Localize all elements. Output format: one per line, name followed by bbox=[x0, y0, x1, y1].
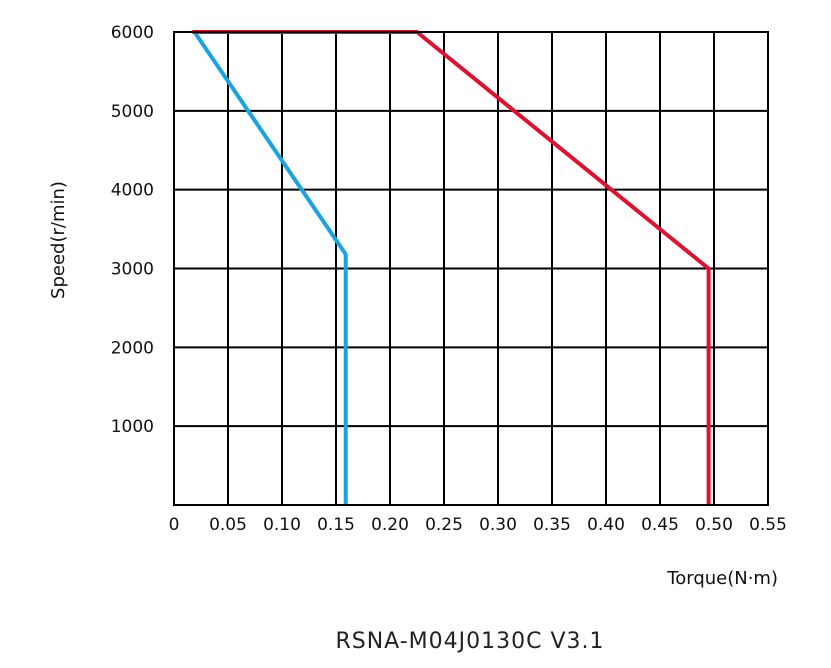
x-tick-label: 0.55 bbox=[749, 515, 787, 535]
x-tick-label: 0.25 bbox=[425, 515, 463, 535]
x-tick-label: 0.10 bbox=[263, 515, 301, 535]
x-tick-labels: 0 0.05 0.10 0.15 0.20 0.25 0.30 0.35 0.40 0.45 0.5… bbox=[169, 515, 787, 535]
x-tick-label: 0.05 bbox=[209, 515, 247, 535]
x-tick-label: 0.35 bbox=[533, 515, 571, 535]
x-tick-label: 0 bbox=[169, 515, 180, 535]
y-tick-label: 2000 bbox=[111, 338, 154, 358]
x-tick-label: 0.15 bbox=[317, 515, 355, 535]
x-tick-label: 0.30 bbox=[479, 515, 517, 535]
x-tick-label: 0.50 bbox=[695, 515, 733, 535]
series-line-1 bbox=[192, 30, 348, 505]
x-tick-label: 0.40 bbox=[587, 515, 625, 535]
x-tick-label: 0.20 bbox=[371, 515, 409, 535]
y-tick-labels: 1000 2000 3000 4000 5000 6000 bbox=[111, 23, 154, 437]
y-tick-label: 3000 bbox=[111, 260, 154, 280]
y-axis-label: Speed(r/min) bbox=[48, 181, 69, 299]
chart-title: RSNA-M04J0130C V3.1 bbox=[335, 629, 604, 654]
plot-frame bbox=[173, 31, 769, 506]
grid bbox=[174, 32, 768, 505]
y-tick-label: 5000 bbox=[111, 102, 154, 122]
x-axis-label: Torque(N·m) bbox=[666, 568, 778, 589]
y-tick-label: 6000 bbox=[111, 23, 154, 43]
y-tick-label: 4000 bbox=[111, 181, 154, 201]
x-tick-label: 0.45 bbox=[641, 515, 679, 535]
y-tick-label: 1000 bbox=[111, 417, 154, 437]
